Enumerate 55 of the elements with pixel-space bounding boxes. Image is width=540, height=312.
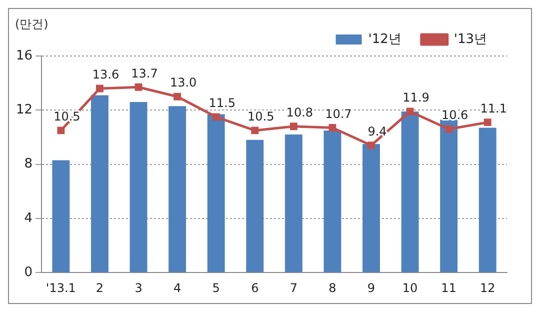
x-tick-label: 4 — [173, 280, 182, 295]
data-label: 13.6 — [92, 68, 120, 82]
bar — [362, 144, 380, 272]
x-tick-label: 11 — [441, 280, 456, 295]
legend-label: '12년 — [368, 32, 402, 47]
bar — [324, 130, 342, 272]
x-tick-label: 6 — [251, 280, 259, 295]
point — [212, 113, 220, 121]
data-label: 10.7 — [325, 106, 352, 121]
y-tick-label: 0 — [24, 264, 33, 280]
point — [96, 84, 104, 92]
bar — [440, 120, 458, 272]
data-label: 9.4 — [368, 124, 387, 138]
x-tick-label: 7 — [290, 280, 298, 295]
point — [445, 125, 453, 133]
point — [484, 118, 492, 126]
y-tick-label: 16 — [16, 48, 33, 64]
data-label: 10.6 — [441, 108, 468, 122]
x-tick-label: 3 — [134, 280, 142, 295]
legend-label: '13년 — [454, 32, 488, 47]
bar — [246, 140, 264, 272]
point — [328, 124, 336, 132]
data-label: 11.5 — [208, 96, 236, 110]
x-tick-label: '13.1 — [46, 280, 76, 295]
data-label: 11.1 — [480, 101, 507, 116]
x-tick-label: 8 — [328, 280, 336, 295]
y-axis-title: (만건) — [15, 17, 48, 32]
bar — [168, 106, 186, 272]
y-tick-label: 12 — [16, 102, 33, 118]
bar — [284, 134, 302, 272]
data-label: 13.7 — [131, 66, 158, 80]
bar — [90, 95, 108, 272]
point — [134, 83, 142, 91]
bar — [401, 112, 419, 272]
data-label: 10.5 — [248, 110, 274, 124]
point — [251, 126, 259, 134]
point — [57, 126, 65, 134]
x-tick-label: 2 — [96, 280, 104, 295]
point — [174, 92, 182, 100]
bar — [478, 128, 496, 272]
x-tick-label: 10 — [402, 280, 418, 295]
y-tick-label: 8 — [24, 156, 33, 172]
bar — [52, 160, 70, 272]
data-label: 10.8 — [286, 106, 314, 120]
point — [368, 142, 375, 150]
bar — [130, 102, 148, 272]
data-label: 11.9 — [402, 90, 430, 105]
point — [406, 108, 414, 116]
data-label: 13.0 — [170, 76, 197, 90]
x-tick-label: 9 — [367, 280, 376, 295]
x-tick-label: 5 — [212, 280, 220, 295]
point — [290, 122, 298, 130]
x-tick-label: 12 — [480, 280, 496, 295]
bar — [207, 114, 225, 272]
y-tick-label: 4 — [24, 210, 33, 226]
